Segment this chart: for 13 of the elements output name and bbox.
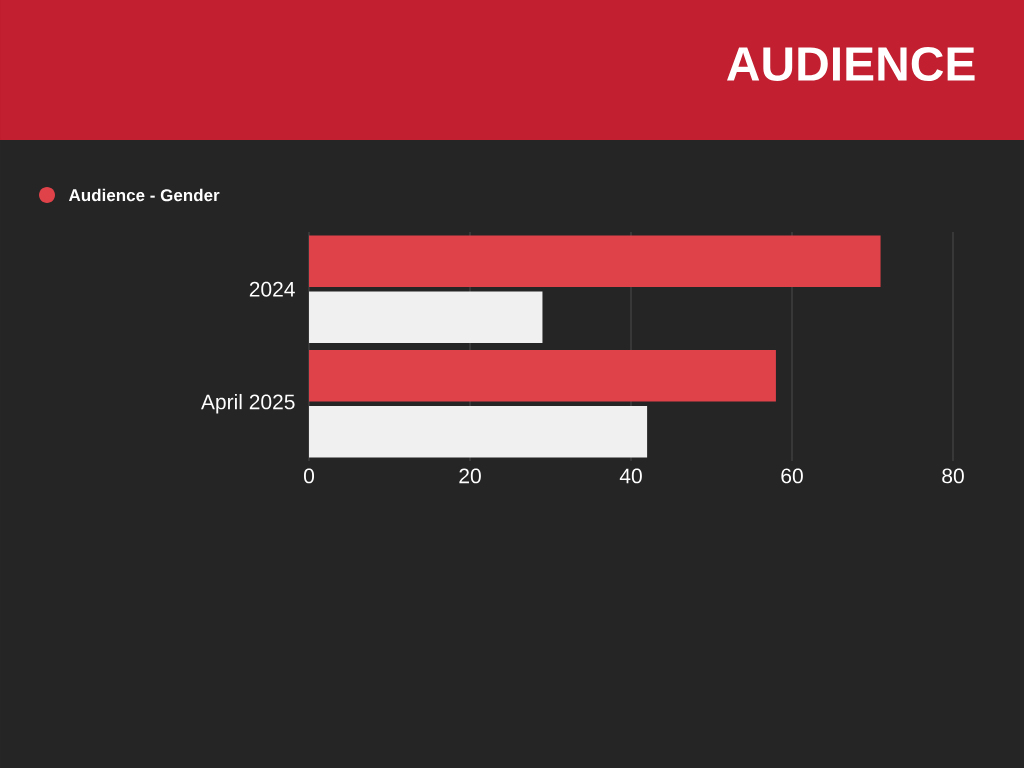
- y-tick-label: April 2025: [200, 393, 295, 414]
- legend-label: Audience - Gender: [68, 188, 220, 202]
- x-tick-label: 0: [304, 468, 315, 484]
- bar: [309, 291, 543, 344]
- bar: [309, 349, 776, 402]
- x-tick-label: 40: [619, 468, 642, 484]
- x-tick-label: 80: [942, 468, 964, 484]
- chart-title: AUDIENCE: [727, 47, 975, 81]
- bar: [309, 406, 648, 458]
- y-tick-label: 2024: [249, 281, 295, 297]
- x-tick-label: 20: [459, 468, 481, 484]
- bar: [309, 235, 881, 287]
- x-tick-label: 60: [781, 468, 803, 484]
